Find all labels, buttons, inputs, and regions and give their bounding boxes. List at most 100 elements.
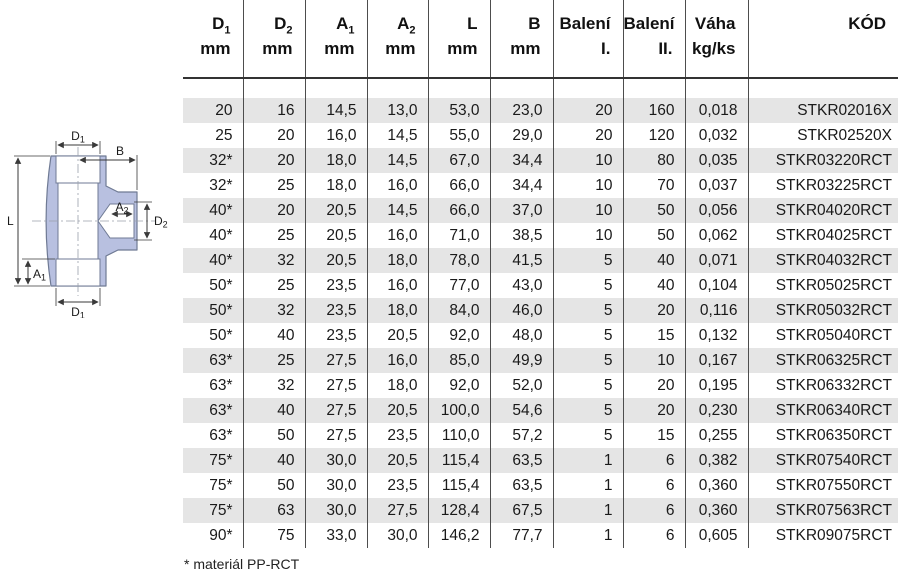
value-cell: 63* — [209, 376, 233, 394]
table-row: 40* 32 20,5 18,0 78,0 41,5 5 40 0,071 STKR04032RC… — [183, 248, 898, 273]
value-cell: 128,4 — [427, 498, 490, 523]
value-cell: 30,0 — [366, 523, 428, 548]
value-cell: 20,5 — [366, 448, 428, 473]
value-cell: 90* — [209, 526, 233, 544]
value-cell: 16,0 — [366, 223, 428, 248]
value-cell: 20 — [622, 373, 685, 398]
value-cell: 30,0 — [304, 498, 367, 523]
value-cell: 13,0 — [366, 98, 428, 123]
value-cell: 29,0 — [489, 123, 553, 148]
value-cell: 20 — [242, 123, 305, 148]
value-cell: 50 — [622, 198, 685, 223]
code-cell: STKR05025RCT — [747, 273, 898, 298]
value-cell: 1 — [552, 498, 623, 523]
value-cell: 50 — [242, 473, 305, 498]
value-cell: 37,0 — [489, 198, 553, 223]
value-cell: 20 — [552, 98, 623, 123]
value-cell: 20 — [242, 148, 305, 173]
dim-label-d1-bottom: D1 — [71, 305, 85, 318]
value-cell: 0,132 — [684, 323, 748, 348]
value-cell: 18,0 — [366, 373, 428, 398]
code-cell: STKR05032RCT — [747, 298, 898, 323]
dim-label-d2: D2 — [154, 214, 168, 230]
value-cell: 5 — [552, 398, 623, 423]
value-cell: 120 — [622, 123, 685, 148]
value-cell: 50* — [183, 298, 243, 323]
code-cell: STKR04032RCT — [747, 248, 898, 273]
value-cell: 54,6 — [489, 398, 553, 423]
table-row: 40* 20 20,5 14,5 66,0 37,0 10 50 0,056 STKR04020R… — [183, 198, 898, 223]
value-cell: 0,037 — [684, 173, 748, 198]
table-row: 63* 40 27,5 20,5 100,0 54,6 5 20 0,230 STKR06340R… — [183, 398, 898, 423]
value-cell: 14,5 — [366, 148, 428, 173]
value-cell: 0,062 — [684, 223, 748, 248]
value-cell: 46,0 — [489, 298, 553, 323]
value-cell: 10 — [552, 223, 623, 248]
value-cell: 25 — [242, 348, 305, 373]
value-cell: 20,5 — [304, 248, 367, 273]
value-cell: 63* — [209, 426, 233, 444]
table-row: 32* 25 18,0 16,0 66,0 34,4 10 70 0,037 STKR03225R… — [183, 173, 898, 198]
value-cell: 0,167 — [684, 348, 748, 373]
value-cell: 40 — [622, 273, 685, 298]
code-cell: STKR03220RCT — [747, 148, 898, 173]
value-cell: 75 — [242, 523, 305, 548]
value-cell: 16,0 — [366, 173, 428, 198]
value-cell: 10 — [552, 198, 623, 223]
value-cell: 20 — [183, 98, 243, 123]
value-cell: 20 — [622, 398, 685, 423]
value-cell: 43,0 — [489, 273, 553, 298]
value-cell: 38,5 — [489, 223, 553, 248]
value-cell: 53,0 — [427, 98, 490, 123]
value-cell: 63,5 — [489, 473, 553, 498]
value-cell: 34,4 — [489, 173, 553, 198]
value-cell: 18,0 — [366, 248, 428, 273]
dim-label-b: B — [116, 144, 124, 158]
table-row: 63* 32 27,5 18,0 92,0 52,0 5 20 0,195 STKR06332RC… — [183, 373, 898, 398]
value-cell: 0,195 — [684, 373, 748, 398]
value-cell: 63* — [183, 398, 243, 423]
value-cell: 20 — [242, 198, 305, 223]
value-cell: 20 — [622, 298, 685, 323]
value-cell: 6 — [622, 523, 685, 548]
table-body: 20 16 14,5 13,0 53,0 23,0 20 160 0,018 STKR02016X… — [183, 98, 898, 548]
code-cell: STKR06350RCT — [747, 423, 898, 448]
table-row: 90* 75 33,0 30,0 146,2 77,7 1 6 0,605 STKR09075RC… — [183, 523, 898, 548]
value-cell: 67,5 — [489, 498, 553, 523]
code-cell: STKR03225RCT — [747, 173, 898, 198]
value-cell: 20,5 — [366, 323, 428, 348]
value-cell: 20,5 — [366, 398, 428, 423]
value-cell: 40 — [242, 448, 305, 473]
value-cell: 10 — [622, 348, 685, 373]
value-cell: 70 — [622, 173, 685, 198]
table-row: 25 20 16,0 14,5 55,0 29,0 20 120 0,032 STKR02520X — [183, 123, 898, 148]
col-header-baleni-1: Balení I. — [552, 0, 623, 79]
table-row: 20 16 14,5 13,0 53,0 23,0 20 160 0,018 STKR02016X — [183, 98, 898, 123]
value-cell: 40* — [183, 248, 243, 273]
value-cell: 84,0 — [427, 298, 490, 323]
fitting-diagram: D1 B L A1 A2 D2 D1 — [7, 129, 168, 318]
table-row: 63* 25 27,5 16,0 85,0 49,9 5 10 0,167 STKR06325RC… — [183, 348, 898, 373]
value-cell: 27,5 — [304, 423, 367, 448]
value-cell: 15 — [622, 323, 685, 348]
value-cell: 115,4 — [427, 448, 490, 473]
value-cell: 5 — [552, 323, 623, 348]
value-cell: 6 — [622, 448, 685, 473]
value-cell: 0,255 — [684, 423, 748, 448]
col-header-d1: D1 mm — [183, 0, 243, 79]
value-cell: 25 — [215, 126, 233, 144]
value-cell: 49,9 — [489, 348, 553, 373]
value-cell: 30,0 — [304, 473, 367, 498]
value-cell: 77,0 — [427, 273, 490, 298]
table-row: 75* 40 30,0 20,5 115,4 63,5 1 6 0,382 STKR07540RC… — [183, 448, 898, 473]
table-row: 32* 20 18,0 14,5 67,0 34,4 10 80 0,035 STKR03220R… — [183, 148, 898, 173]
value-cell: 33,0 — [304, 523, 367, 548]
value-cell: 23,5 — [304, 323, 367, 348]
code-cell: STKR04020RCT — [747, 198, 898, 223]
value-cell: 32 — [242, 248, 305, 273]
value-cell: 71,0 — [427, 223, 490, 248]
value-cell: 55,0 — [427, 123, 490, 148]
